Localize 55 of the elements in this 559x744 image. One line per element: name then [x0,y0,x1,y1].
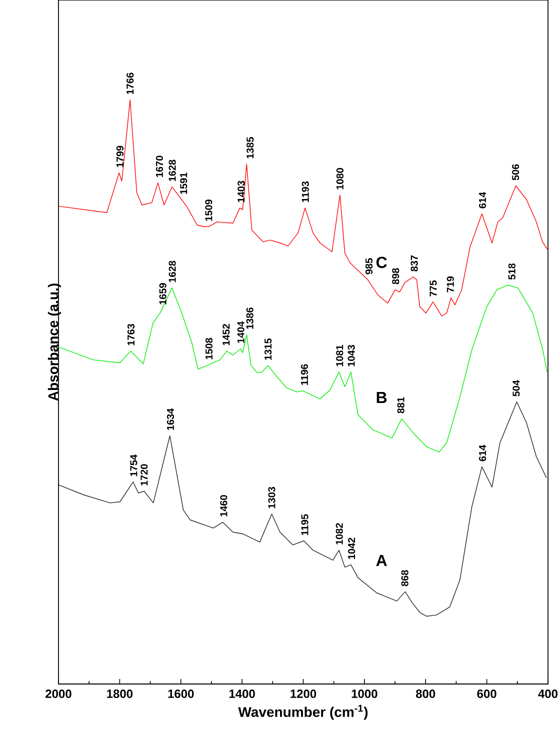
x-tick-label: 1000 [352,690,378,698]
x-tick-label: 800 [416,690,436,698]
annotation: 1460 [220,495,228,516]
annotation: 1081 [336,344,344,366]
annotation: 1315 [264,338,272,360]
annotation: 868 [401,570,408,586]
annotation: 985 [365,258,373,274]
x-tick-label: 400 [538,690,558,698]
annotation: 1082 [336,523,343,544]
annotation: 1628 [168,160,176,182]
annotation: 504 [512,380,520,396]
x-tick-label: 1600 [168,690,194,698]
series-label: B [376,392,387,404]
series-label: A [376,554,387,566]
annotation: 1303 [268,486,276,508]
annotation: 1386 [246,308,254,329]
x-tick-label: 2000 [46,690,72,698]
annotation: 1670 [156,156,163,177]
annotation: 881 [397,397,404,414]
series-label: C [376,256,387,268]
annotation: 1193 [302,181,309,202]
annotation: 1403 [238,180,245,202]
annotation: 1196 [300,364,308,385]
annotation: 518 [508,263,516,280]
x-tick-label: 1200 [290,690,316,698]
annotation: 837 [410,255,418,272]
annotation: 1452 [222,324,230,346]
annotation: 1043 [348,344,355,366]
annotation: 1766 [126,72,134,94]
annotation: 506 [512,164,520,180]
annotation: 614 [478,444,486,462]
annotation: 1763 [127,324,135,346]
annotation: 1799 [116,146,124,168]
y-axis-title: Absorbance (a.u.) [48,284,61,401]
annotation: 1404 [237,321,244,343]
annotation: 1508 [205,338,213,360]
x-tick-label: 1400 [229,690,255,698]
annotation: 1591 [180,172,188,194]
annotation: 1659 [159,283,166,304]
annotation: 898 [392,268,400,284]
annotation: 1628 [168,260,176,282]
annotation: 1195 [301,514,308,536]
annotation: 1080 [336,168,344,190]
annotation: 719 [446,276,454,292]
annotation: 1509 [205,200,212,221]
annotation: 614 [478,192,486,208]
annotation: 775 [430,280,437,296]
x-tick-label: 1800 [107,690,133,698]
annotation: 1754 [130,454,138,476]
annotation: 1042 [348,538,356,560]
annotation: 1634 [166,408,174,430]
x-tick-label: 600 [477,690,496,698]
annotation: 1720 [140,464,148,486]
x-axis-title: Wavenumber (cm$^{-1}$) [238,704,368,720]
annotation: 1385 [246,136,254,158]
